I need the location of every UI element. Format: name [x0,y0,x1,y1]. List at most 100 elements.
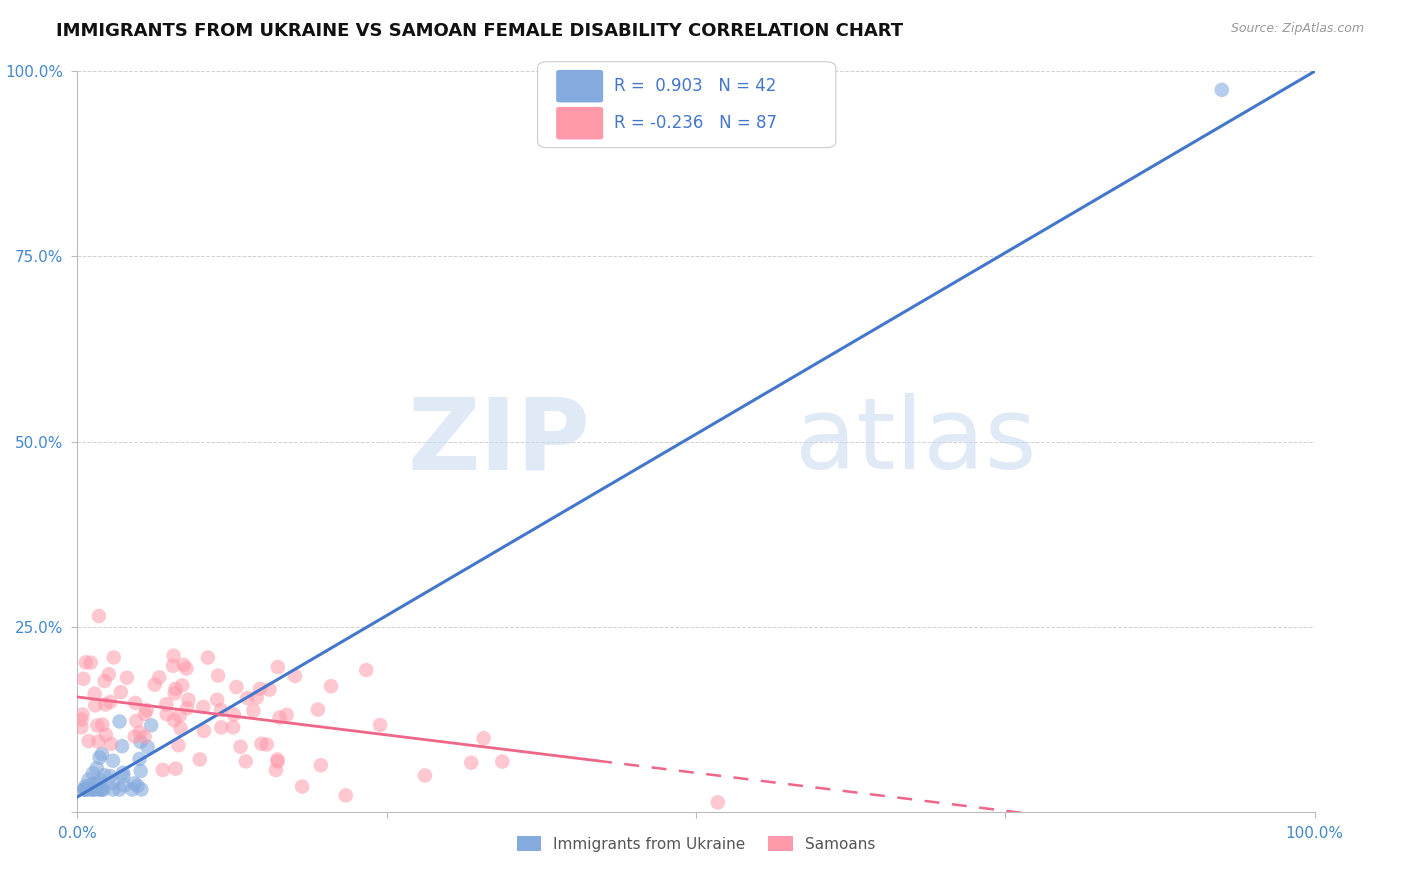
Point [91,717,114,731]
Point [98,695,121,709]
Point [162,658,184,673]
Point [134,706,156,721]
Point [90,747,112,761]
Point [72,707,94,722]
Point [163,714,186,728]
Point [307,702,329,716]
Point [90,782,112,797]
Point [101,754,124,768]
Point [70,713,93,727]
Point [112,769,135,783]
Point [111,739,134,754]
Point [264,763,287,777]
Point [177,692,200,706]
Point [176,701,198,715]
Point [460,756,482,770]
Text: IMMIGRANTS FROM UKRAINE VS SAMOAN FEMALE DISABILITY CORRELATION CHART: IMMIGRANTS FROM UKRAINE VS SAMOAN FEMALE… [56,22,904,40]
Point [100,737,122,751]
Point [94,698,117,712]
Point [309,758,332,772]
Point [72,672,94,686]
Point [97,667,120,681]
Point [136,739,159,754]
Point [115,671,138,685]
Point [127,779,149,793]
Point [222,720,245,734]
Point [173,657,195,672]
Text: R =  0.903   N = 42: R = 0.903 N = 42 [614,78,776,95]
FancyBboxPatch shape [537,62,835,147]
FancyBboxPatch shape [557,70,603,103]
Point [110,685,132,699]
Point [80,656,103,670]
Point [188,752,211,766]
Point [89,782,111,797]
Point [256,738,278,752]
Point [77,772,100,787]
Point [124,696,146,710]
Point [167,738,190,752]
Point [73,782,96,797]
Point [101,775,124,789]
Point [87,734,110,748]
Point [250,737,273,751]
Point [267,660,290,674]
Text: ZIP: ZIP [408,393,591,490]
Point [93,782,115,797]
Point [236,691,259,706]
Point [125,714,148,728]
Point [75,782,97,797]
Point [93,673,115,688]
Point [197,650,219,665]
Point [205,692,228,706]
Point [121,782,143,797]
Point [276,707,298,722]
Point [472,731,495,746]
Point [108,714,131,729]
Point [235,755,257,769]
Point [176,661,198,675]
Point [284,669,307,683]
Point [112,765,135,780]
Point [193,723,215,738]
Point [266,752,288,766]
Point [112,779,135,793]
Text: R = -0.236   N = 87: R = -0.236 N = 87 [614,114,778,132]
Point [266,755,288,769]
Point [82,782,104,797]
Point [335,789,357,803]
Point [73,782,96,797]
Point [169,708,191,723]
Point [129,764,152,778]
Point [83,687,105,701]
Text: atlas: atlas [794,393,1036,490]
Point [70,720,93,734]
Point [413,768,436,782]
Point [143,678,166,692]
Point [152,763,174,777]
Point [75,779,97,793]
Point [77,734,100,748]
Point [82,777,104,791]
Point [75,656,97,670]
Point [242,704,264,718]
Point [207,668,229,682]
Point [165,762,187,776]
Point [101,782,124,797]
Point [131,782,153,797]
Point [77,782,100,797]
Point [128,752,150,766]
Point [84,698,107,713]
Text: Source: ZipAtlas.com: Source: ZipAtlas.com [1230,22,1364,36]
Point [291,780,314,794]
Point [229,739,252,754]
Point [124,730,146,744]
Point [491,755,513,769]
Point [193,700,215,714]
Point [128,725,150,739]
Point [209,720,232,734]
Point [94,728,117,742]
Point [163,686,186,700]
Point [259,682,281,697]
Point [98,769,121,783]
